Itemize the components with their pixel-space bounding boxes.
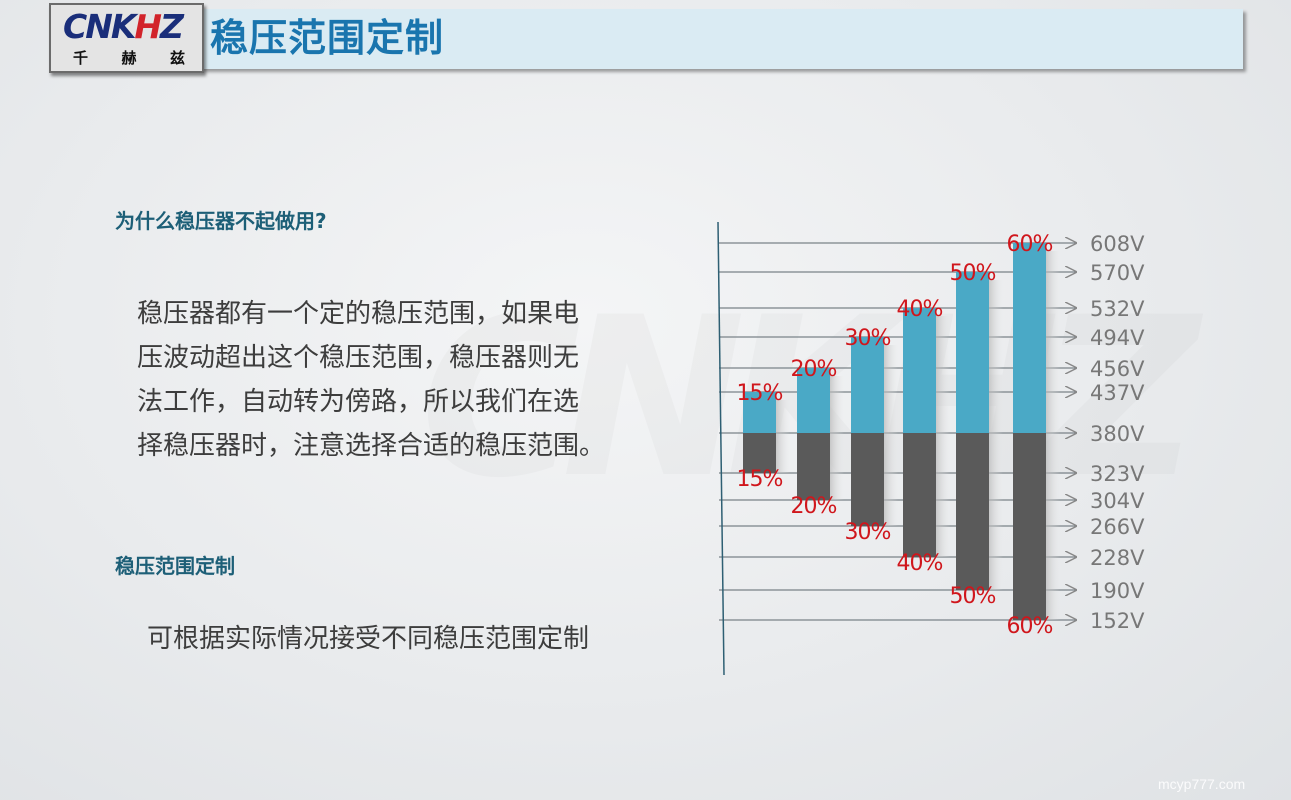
upper-percent-label: 20% bbox=[791, 357, 837, 382]
section-heading: 稳压范围定制 bbox=[115, 554, 235, 578]
upper-percent-label: 30% bbox=[845, 326, 891, 351]
logo-subtitle: 千 赫 兹 bbox=[73, 49, 185, 67]
tick-label: 380V bbox=[1090, 422, 1145, 446]
upper-bar bbox=[903, 308, 936, 433]
tick-label: 532V bbox=[1090, 297, 1145, 321]
tick-label: 304V bbox=[1090, 489, 1145, 513]
tick-label: 437V bbox=[1090, 381, 1145, 405]
explanation-paragraph: 稳压器都有一个定的稳压范围，如果电 压波动超出这个稳压范围，稳压器则无 法工作，… bbox=[137, 299, 606, 461]
lower-percent-label: 15% bbox=[737, 467, 783, 492]
title-bar bbox=[200, 9, 1243, 69]
section-text: 可根据实际情况接受不同稳压范围定制 bbox=[147, 624, 590, 654]
lower-percent-label: 50% bbox=[950, 584, 996, 609]
upper-percent-label: 60% bbox=[1007, 232, 1053, 257]
bars bbox=[743, 243, 1060, 620]
lower-percent-label: 20% bbox=[791, 494, 837, 519]
percent-labels: 15%15%20%20%30%30%40%40%50%50%60%60% bbox=[737, 232, 1054, 639]
lower-bar bbox=[797, 433, 830, 500]
tick-label: 190V bbox=[1090, 579, 1145, 603]
page-title: 稳压范围定制 bbox=[210, 16, 445, 60]
upper-percent-label: 15% bbox=[737, 381, 783, 406]
tick-label: 494V bbox=[1090, 326, 1145, 350]
tick-label: 570V bbox=[1090, 261, 1145, 285]
logo-text: CNKHZ bbox=[63, 7, 184, 46]
lower-percent-label: 40% bbox=[897, 551, 943, 576]
site-watermark: mcyp777.com bbox=[1158, 776, 1246, 792]
upper-bar bbox=[956, 272, 989, 433]
lower-percent-label: 60% bbox=[1007, 614, 1053, 639]
tick-label: 266V bbox=[1090, 515, 1145, 539]
question-heading: 为什么稳压器不起做用? bbox=[115, 209, 327, 233]
tick-label: 608V bbox=[1090, 232, 1145, 256]
upper-bar bbox=[743, 392, 776, 433]
lower-percent-label: 30% bbox=[845, 520, 891, 545]
upper-bar bbox=[797, 368, 830, 433]
tick-label: 228V bbox=[1090, 546, 1145, 570]
lower-bar bbox=[851, 433, 884, 526]
company-logo: CNKHZ 千 赫 兹 bbox=[49, 3, 204, 73]
tick-label: 152V bbox=[1090, 609, 1145, 633]
tick-label: 323V bbox=[1090, 462, 1145, 486]
upper-bar bbox=[1013, 243, 1046, 433]
tick-label: 456V bbox=[1090, 357, 1145, 381]
upper-percent-label: 50% bbox=[950, 261, 996, 286]
lower-bar bbox=[743, 433, 776, 473]
upper-bar bbox=[851, 337, 884, 433]
lower-bar bbox=[903, 433, 936, 557]
y-axis-line bbox=[717, 221, 725, 676]
lower-bar bbox=[1013, 433, 1046, 620]
lower-bar bbox=[956, 433, 989, 590]
upper-percent-label: 40% bbox=[897, 297, 943, 322]
